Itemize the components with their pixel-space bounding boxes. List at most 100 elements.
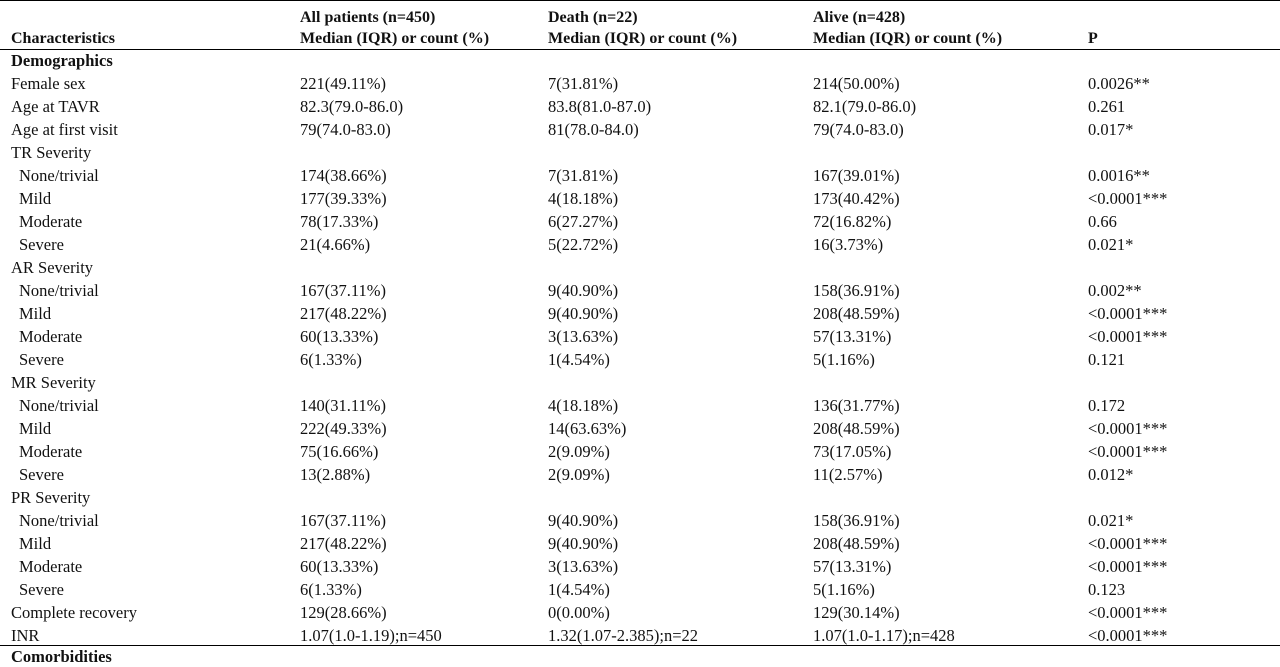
cell-alive: 5(1.16%) — [813, 350, 875, 369]
cell-death: 4(18.18%) — [548, 396, 619, 415]
header-characteristics: Characteristics — [11, 28, 115, 49]
cell-death: 9(40.90%) — [548, 281, 619, 300]
table-row: None/trivial 167(37.11%) 9(40.90%) 158(36.9… — [0, 279, 1280, 302]
cell-p-value: 0.002** — [1088, 281, 1142, 300]
cell-death: 83.8(81.0-87.0) — [548, 97, 652, 116]
cell-alive: 208(48.59%) — [813, 419, 900, 438]
cell-alive: 57(13.31%) — [813, 327, 892, 346]
cell-all-patients: 79(74.0-83.0) — [300, 120, 391, 139]
cell-all-patients: 75(16.66%) — [300, 442, 379, 461]
cell-p-value: <0.0001*** — [1088, 557, 1168, 576]
table-row: Severe 13(2.88%) 2(9.09%) 11(2.57%) 0.012* — [0, 463, 1280, 486]
cell-all-patients: 174(38.66%) — [300, 166, 387, 185]
section-comorbidities: Comorbidities — [11, 647, 112, 666]
row-label: Mild — [19, 419, 52, 438]
table-row: Demographics — [0, 49, 1280, 72]
cell-death: 7(31.81%) — [548, 166, 619, 185]
cell-p-value: <0.0001*** — [1088, 603, 1168, 622]
cell-alive: 1.07(1.0-1.17);n=428 — [813, 626, 955, 645]
cell-all-patients: 167(37.11%) — [300, 511, 386, 530]
cell-death: 7(31.81%) — [548, 74, 619, 93]
row-label: TR Severity — [11, 143, 92, 162]
cell-alive: 16(3.73%) — [813, 235, 884, 254]
cell-death: 2(9.09%) — [548, 465, 610, 484]
cell-alive: 11(2.57%) — [813, 465, 883, 484]
cell-p-value: 0.017* — [1088, 120, 1134, 139]
cell-p-value: <0.0001*** — [1088, 442, 1168, 461]
table-row: Severe 21(4.66%) 5(22.72%) 16(3.73%) 0.021* — [0, 233, 1280, 256]
cell-all-patients: 217(48.22%) — [300, 534, 387, 553]
row-label: None/trivial — [19, 281, 99, 300]
cell-all-patients: 222(49.33%) — [300, 419, 387, 438]
row-label: None/trivial — [19, 396, 99, 415]
cell-death: 3(13.63%) — [548, 557, 619, 576]
cell-p-value: <0.0001*** — [1088, 626, 1168, 645]
row-label: Moderate — [19, 327, 83, 346]
cell-all-patients: 21(4.66%) — [300, 235, 371, 254]
table-row: Mild 177(39.33%) 4(18.18%) 173(40.42%) <0.00… — [0, 187, 1280, 210]
cell-alive: 214(50.00%) — [813, 74, 900, 93]
cell-alive: 5(1.16%) — [813, 580, 875, 599]
cell-all-patients: 167(37.11%) — [300, 281, 386, 300]
cell-all-patients: 177(39.33%) — [300, 189, 387, 208]
table-top-rule — [0, 0, 1280, 1]
row-label: Mild — [19, 304, 52, 323]
table-row: Moderate 60(13.33%) 3(13.63%) 57(13.31%) <0.… — [0, 325, 1280, 348]
header-characteristics-label: Characteristics — [11, 30, 115, 47]
cell-death: 81(78.0-84.0) — [548, 120, 639, 139]
table-row: Complete recovery 129(28.66%) 0(0.00%) 129(… — [0, 601, 1280, 624]
cell-death: 1(4.54%) — [548, 580, 610, 599]
table-row: None/trivial 174(38.66%) 7(31.81%) 167(39.0… — [0, 164, 1280, 187]
table-row: Severe 6(1.33%) 1(4.54%) 5(1.16%) 0.121 — [0, 348, 1280, 371]
cell-alive: 57(13.31%) — [813, 557, 892, 576]
cell-alive: 129(30.14%) — [813, 603, 900, 622]
cell-death: 9(40.90%) — [548, 534, 619, 553]
table-row: MR Severity — [0, 371, 1280, 394]
cell-all-patients: 82.3(79.0-86.0) — [300, 97, 404, 116]
cell-all-patients: 140(31.11%) — [300, 396, 386, 415]
header-all-patients-subtitle: Median (IQR) or count (%) — [300, 30, 490, 47]
header-alive-title: Alive (n=428) — [813, 9, 906, 26]
header-death-subtitle: Median (IQR) or count (%) — [548, 30, 738, 47]
cell-p-value: 0.123 — [1088, 580, 1126, 599]
cell-p-value: <0.0001*** — [1088, 189, 1168, 208]
table-row: PR Severity — [0, 486, 1280, 509]
row-label: Mild — [19, 189, 52, 208]
cell-p-value: 0.66 — [1088, 212, 1117, 231]
table-row: Moderate 60(13.33%) 3(13.63%) 57(13.31%) <0.… — [0, 555, 1280, 578]
cell-alive: 158(36.91%) — [813, 281, 900, 300]
table-row: Age at first visit 79(74.0-83.0) 81(78.0-8… — [0, 118, 1280, 141]
cell-death: 2(9.09%) — [548, 442, 610, 461]
header-alive-subtitle: Median (IQR) or count (%) — [813, 30, 1003, 47]
table-row: Moderate 75(16.66%) 2(9.09%) 73(17.05%) <0.0… — [0, 440, 1280, 463]
table-row: Severe 6(1.33%) 1(4.54%) 5(1.16%) 0.123 — [0, 578, 1280, 601]
cell-alive: 82.1(79.0-86.0) — [813, 97, 917, 116]
cell-all-patients: 1.07(1.0-1.19);n=450 — [300, 626, 442, 645]
cell-alive: 72(16.82%) — [813, 212, 892, 231]
row-label: Moderate — [19, 557, 83, 576]
section-rule — [0, 645, 1280, 646]
cell-all-patients: 6(1.33%) — [300, 580, 362, 599]
table-row: AR Severity — [0, 256, 1280, 279]
cell-death: 0(0.00%) — [548, 603, 610, 622]
table-body: Demographics Female sex 221(49.11%) 7(31.81… — [0, 49, 1280, 647]
row-label: None/trivial — [19, 511, 99, 530]
row-label: Mild — [19, 534, 52, 553]
table-row: None/trivial 167(37.11%) 9(40.90%) 158(36.9… — [0, 509, 1280, 532]
cell-all-patients: 221(49.11%) — [300, 74, 386, 93]
table-row: None/trivial 140(31.11%) 4(18.18%) 136(31.7… — [0, 394, 1280, 417]
row-label: None/trivial — [19, 166, 99, 185]
cell-all-patients: 78(17.33%) — [300, 212, 379, 231]
row-label: Moderate — [19, 442, 83, 461]
cell-death: 1.32(1.07-2.385);n=22 — [548, 626, 698, 645]
cell-all-patients: 6(1.33%) — [300, 350, 362, 369]
cell-p-value: 0.012* — [1088, 465, 1134, 484]
cell-p-value: <0.0001*** — [1088, 419, 1168, 438]
cell-p-value: 0.021* — [1088, 511, 1134, 530]
table-row: TR Severity — [0, 141, 1280, 164]
cell-alive: 136(31.77%) — [813, 396, 900, 415]
header-rule — [0, 49, 1280, 50]
table-row: Mild 222(49.33%) 14(63.63%) 208(48.59%) <0.0… — [0, 417, 1280, 440]
row-label: Severe — [19, 465, 64, 484]
